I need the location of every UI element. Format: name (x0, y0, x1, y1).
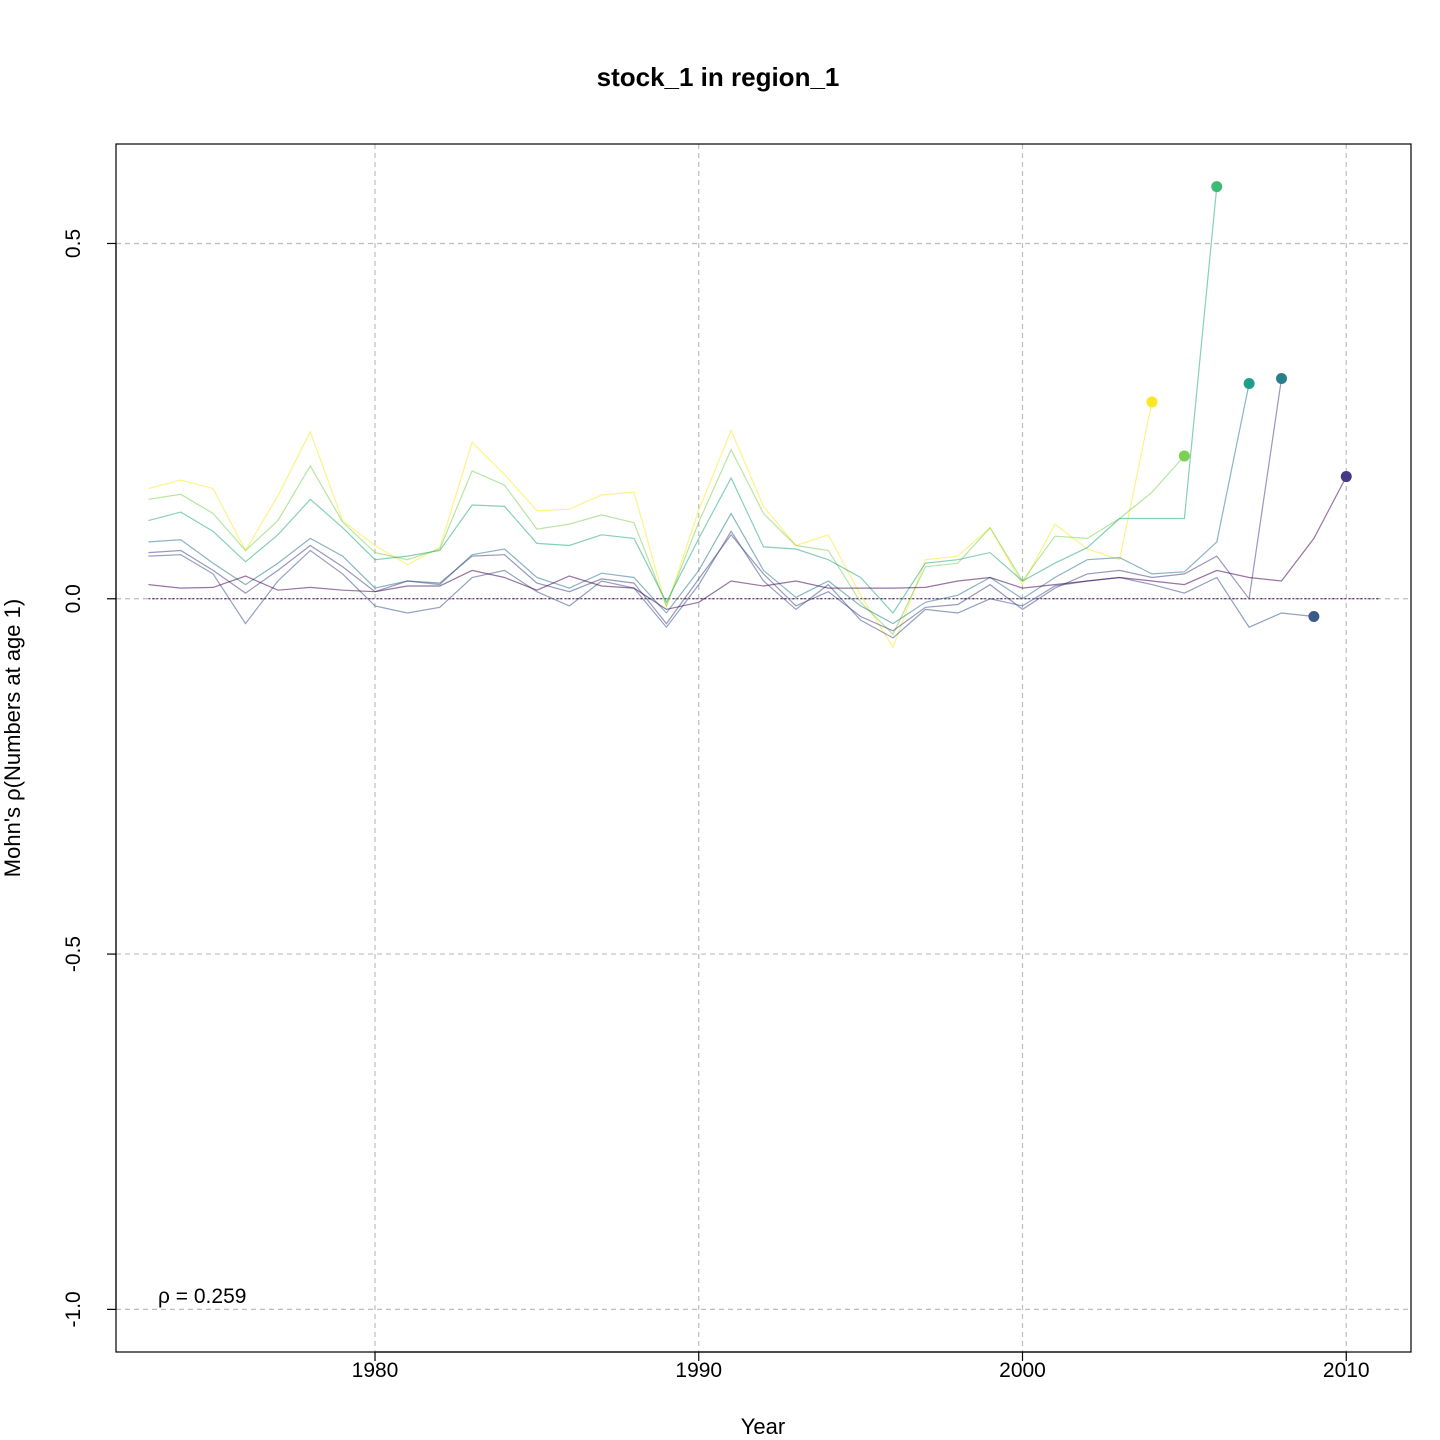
series-line-2 (148, 186, 1218, 614)
y-tick-label-0: 0.5 (62, 229, 85, 258)
plot-frame (115, 143, 1412, 1353)
chart-title: stock_1 in region_1 (597, 62, 840, 92)
endpoint-marker-2006 (1211, 181, 1223, 193)
endpoint-markers (1146, 181, 1352, 623)
x-axis-label: Year (741, 1414, 785, 1439)
grid-layer (116, 144, 1411, 1352)
x-axis: 1980 1990 2000 2010 (352, 1351, 1370, 1382)
series-line-6 (148, 476, 1347, 611)
endpoint-marker-2005 (1178, 450, 1190, 462)
x-tick-label-2: 2000 (999, 1359, 1046, 1382)
series-lines (148, 186, 1347, 649)
y-axis-label: Mohn's ρ(Numbers at age 1) (0, 599, 25, 877)
x-tick-label-3: 2010 (1323, 1359, 1370, 1382)
series-line-3 (148, 383, 1250, 625)
endpoint-marker-2004 (1146, 396, 1158, 408)
series-line-5 (148, 530, 1314, 639)
y-tick-label-3: -1.0 (62, 1291, 85, 1327)
series-line-4 (148, 378, 1283, 632)
endpoint-marker-2008 (1276, 372, 1287, 384)
endpoint-marker-2010 (1340, 471, 1352, 483)
endpoint-marker-2007 (1243, 377, 1255, 389)
y-tick-label-1: 0.0 (62, 584, 85, 613)
y-tick-label-2: -0.5 (62, 936, 85, 972)
y-axis: 0.5 0.0 -0.5 -1.0 (62, 229, 117, 1327)
series-line-0 (148, 401, 1153, 649)
series-line-1 (148, 448, 1185, 636)
x-tick-label-0: 1980 (352, 1359, 399, 1382)
x-tick-label-1: 1990 (675, 1359, 722, 1382)
endpoint-marker-2009 (1308, 611, 1320, 623)
rho-annotation: ρ = 0.259 (158, 1285, 246, 1308)
